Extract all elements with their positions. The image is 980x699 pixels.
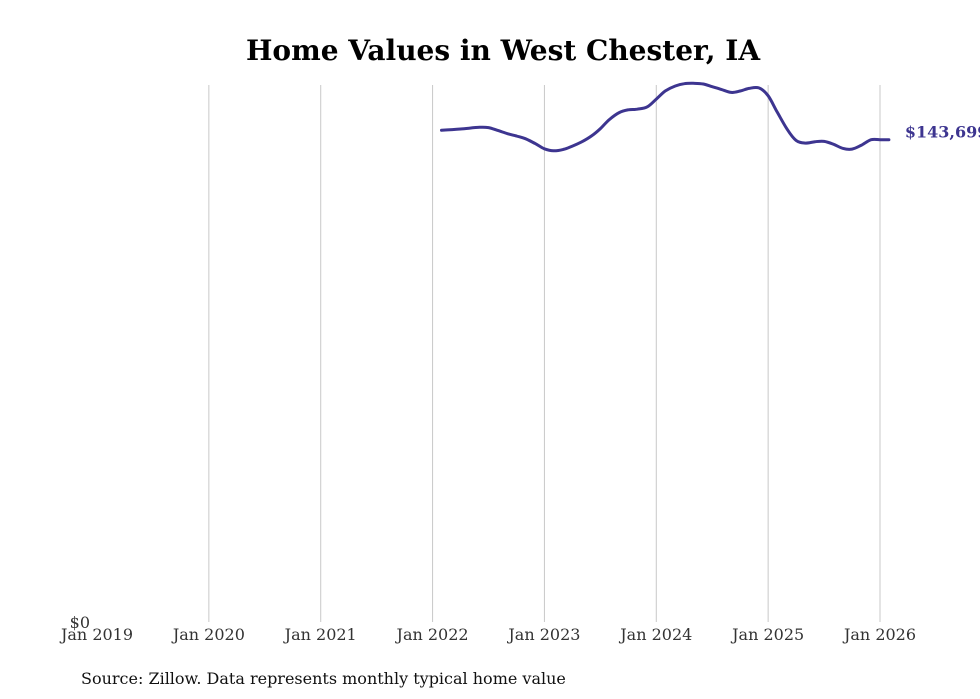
y-tick-label: $0 xyxy=(70,613,90,632)
x-axis-tick-labels: Jan 2019 Jan 2020 Jan 2021 Jan 2022 Jan 2023… xyxy=(59,625,916,644)
series-layer xyxy=(440,81,891,153)
series-line xyxy=(440,81,891,153)
x-tick-label: Jan 2024 xyxy=(618,625,692,644)
grid-lines xyxy=(208,85,881,622)
chart-title: Home Values in West Chester, IA xyxy=(246,34,761,67)
x-tick-label: Jan 2021 xyxy=(283,625,357,644)
end-value-label: $143,699 xyxy=(905,123,980,142)
x-tick-label: Jan 2025 xyxy=(730,625,804,644)
source-note: Source: Zillow. Data represents monthly … xyxy=(81,669,566,688)
x-tick-label: Jan 2026 xyxy=(842,625,916,644)
x-tick-label: Jan 2020 xyxy=(171,625,245,644)
x-tick-label: Jan 2019 xyxy=(59,625,133,644)
y-axis-tick-labels: $0 xyxy=(70,613,90,632)
x-tick-label: Jan 2023 xyxy=(506,625,580,644)
x-tick-label: Jan 2022 xyxy=(395,625,469,644)
